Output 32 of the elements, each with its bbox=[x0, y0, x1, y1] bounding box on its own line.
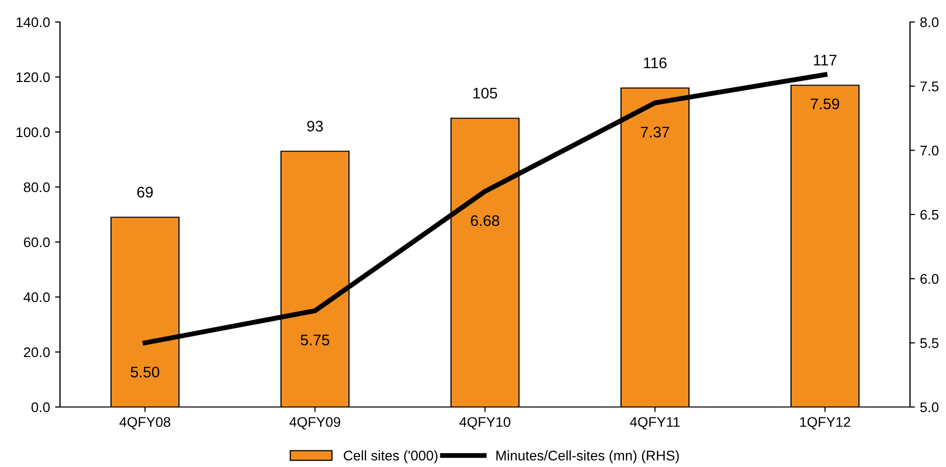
y2-tick-label: 5.0 bbox=[920, 402, 938, 412]
y-tick-label: 100.0 bbox=[16, 127, 50, 138]
y2-tick-label: 7.5 bbox=[920, 82, 938, 92]
y2-tick-label: 8.0 bbox=[920, 17, 938, 28]
y-tick-label: 60.0 bbox=[24, 237, 50, 248]
y2-tick-label: 6.0 bbox=[920, 274, 938, 284]
x-tick-label: 4QFY09 bbox=[289, 417, 340, 430]
data-label: 5.75 bbox=[300, 334, 330, 346]
y-tick-label: 140.0 bbox=[16, 17, 50, 28]
x-tick-label: 4QFY08 bbox=[119, 417, 170, 430]
data-label: 69 bbox=[137, 186, 153, 198]
x-tick-label: 4QFY11 bbox=[630, 417, 680, 430]
legend-label: Minutes/Cell-sites (mn) (RHS) bbox=[496, 450, 679, 464]
y-tick-label: 120.0 bbox=[16, 72, 50, 82]
legend-label: Cell sites ('000) bbox=[344, 450, 438, 464]
data-label: 117 bbox=[814, 54, 836, 66]
data-label: 6.68 bbox=[470, 215, 500, 226]
y2-tick-label: 5.5 bbox=[920, 338, 938, 348]
y-tick-label: 80.0 bbox=[24, 182, 50, 192]
y-tick-label: 0.0 bbox=[32, 402, 50, 412]
y-tick-label: 20.0 bbox=[24, 347, 50, 358]
data-label: 116 bbox=[644, 57, 667, 68]
y2-tick-label: 6.5 bbox=[920, 210, 938, 220]
data-label: 7.59 bbox=[810, 98, 840, 110]
data-label: 93 bbox=[307, 120, 323, 132]
y2-tick-label: 7.0 bbox=[920, 146, 938, 156]
y-tick-label: 40.0 bbox=[24, 292, 50, 302]
data-label: 105 bbox=[473, 88, 498, 99]
data-label: 7.37 bbox=[640, 126, 670, 138]
x-tick-label: 4QFY10 bbox=[459, 417, 510, 430]
x-tick-label: 1QFY12 bbox=[800, 417, 850, 430]
data-label: 5.50 bbox=[130, 366, 160, 378]
